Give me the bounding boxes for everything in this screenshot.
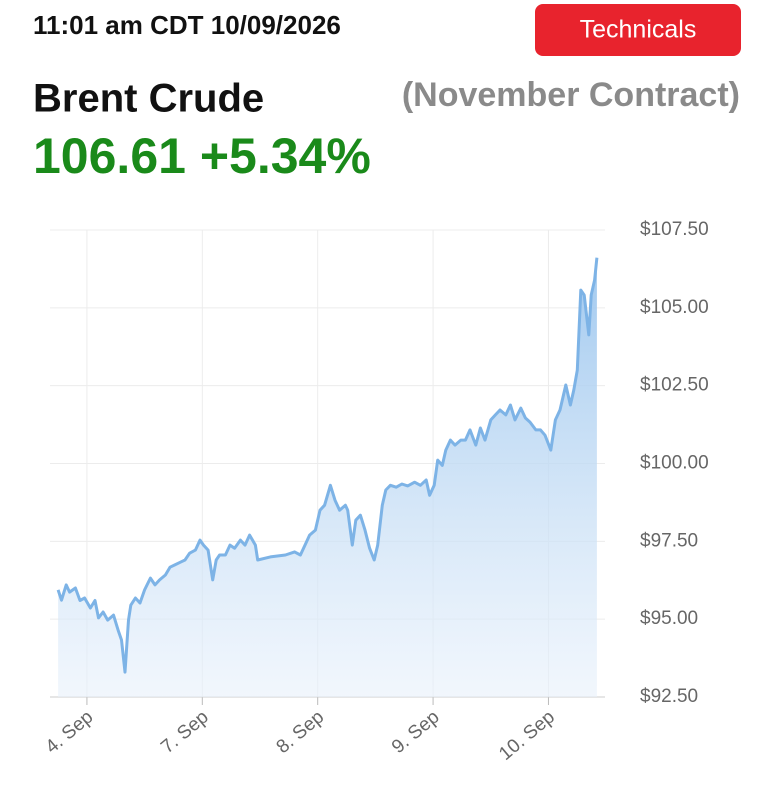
- chart-subtitle: (November Contract): [402, 76, 740, 114]
- x-tick-label: 10. Sep: [495, 707, 559, 765]
- y-tick-label: $102.50: [640, 375, 709, 396]
- plot: $92.50 $95.00 $97.50 $100.00 $102.50 $105.00 $…: [42, 219, 709, 765]
- technicals-button[interactable]: [535, 4, 741, 56]
- x-tick-label: 4. Sep: [42, 707, 98, 758]
- button-label[interactable]: Technicals: [580, 16, 697, 44]
- timestamp: 11:01 am CDT 10/09/2026: [33, 10, 341, 40]
- change: +5.34%: [200, 128, 371, 184]
- y-tick-label: $92.50: [640, 686, 698, 707]
- y-tick-label: $95.00: [640, 608, 698, 629]
- x-tick-label: 7. Sep: [157, 707, 213, 758]
- area: [58, 257, 597, 697]
- y-tick-label: $100.00: [640, 453, 709, 474]
- price-line: 106.61 +5.34%: [33, 128, 371, 184]
- y-tick-label: $107.50: [640, 219, 709, 240]
- x-tick-label: 8. Sep: [273, 707, 329, 758]
- y-tick-label: $105.00: [640, 297, 709, 318]
- line: [56, 257, 599, 674]
- price: 106.61: [33, 128, 186, 184]
- chart-title: Brent Crude: [33, 77, 264, 121]
- y-tick-label: $97.50: [640, 530, 698, 551]
- x-tick-label: 9. Sep: [388, 707, 444, 758]
